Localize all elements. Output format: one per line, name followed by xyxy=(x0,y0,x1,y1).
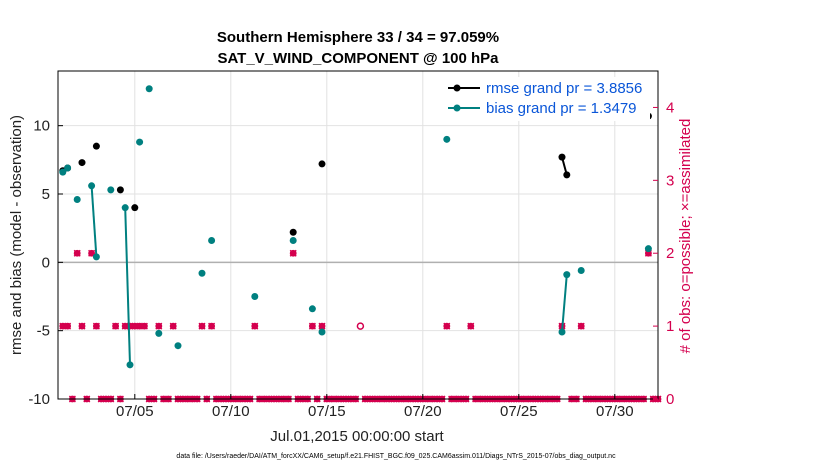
obs-assimilated-marker xyxy=(155,322,163,330)
bias-point xyxy=(289,236,297,244)
obs-assimilated-marker xyxy=(92,322,100,330)
bias-point xyxy=(126,361,134,369)
y-right-tick-label: 2 xyxy=(666,245,674,262)
obs-assimilated-marker xyxy=(208,322,216,330)
x-tick-label: 07/05 xyxy=(116,403,154,420)
legend-box xyxy=(442,77,650,121)
obs-assimilated-marker xyxy=(577,322,585,330)
x-tick-label: 07/20 xyxy=(404,403,442,420)
y-axis-right-label: # of obs: o=possible; ×=assimilated xyxy=(677,119,694,354)
bias-point xyxy=(64,164,72,172)
legend-bias-marker xyxy=(453,104,461,112)
data-series xyxy=(59,78,652,369)
obs-assimilated-marker xyxy=(140,322,148,330)
bias-point xyxy=(136,138,144,146)
legend-rmse-marker xyxy=(453,84,461,92)
rmse-point xyxy=(92,142,100,150)
obs-assimilated-marker xyxy=(308,322,316,330)
rmse-point xyxy=(563,171,571,179)
obs-assimilated-marker xyxy=(169,322,177,330)
bias-segment xyxy=(561,274,568,333)
bias-segment xyxy=(90,185,98,257)
plot-frame xyxy=(57,70,659,400)
bias-point xyxy=(251,293,259,300)
rmse-point xyxy=(131,204,139,212)
bias-point xyxy=(73,195,81,203)
rmse-point xyxy=(289,228,297,236)
bias-point xyxy=(443,135,451,143)
obs-assimilated-marker xyxy=(467,322,475,330)
obs-assimilated-marker xyxy=(289,249,297,257)
rmse-point xyxy=(116,186,124,194)
obs-assimilated-marker xyxy=(73,249,81,257)
bias-point xyxy=(577,267,585,275)
obs-assimilated-marker xyxy=(198,322,206,330)
bias-point xyxy=(318,328,326,336)
obs-assimilated-marker xyxy=(443,322,451,330)
y-tick-label: 5 xyxy=(42,186,50,203)
obs-assimilated-marker xyxy=(318,322,326,330)
bias-point xyxy=(308,305,316,313)
chart-subtitle: SAT_V_WIND_COMPONENT @ 100 hPa xyxy=(217,50,499,67)
chart-title: Southern Hemisphere 33 / 34 = 97.059% xyxy=(217,29,499,46)
y-tick-label: 10 xyxy=(33,118,50,135)
bias-point xyxy=(563,271,571,279)
bias-segment xyxy=(124,207,131,365)
bias-point xyxy=(208,236,216,244)
y-right-tick-label: 3 xyxy=(666,172,674,189)
legend-bias-label: bias grand pr = 1.3479 xyxy=(486,100,637,117)
bias-point xyxy=(145,85,153,93)
legend: rmse grand pr = 3.8856 bias grand pr = 1… xyxy=(442,77,650,121)
obs-assimilated-marker xyxy=(64,322,72,330)
x-tick-label: 07/15 xyxy=(308,403,346,420)
obs-assimilated-marker xyxy=(112,322,120,330)
x-axis-ticks: 07/05 07/10 07/15 07/20 07/25 07/30 xyxy=(116,394,634,420)
bias-point xyxy=(88,182,96,190)
x-axis-label: Jul.01,2015 00:00:00 start xyxy=(270,428,444,445)
bias-point xyxy=(59,168,67,176)
x-tick-label: 07/10 xyxy=(212,403,250,420)
y-axis-left-ticks: -10 -5 0 5 10 xyxy=(28,118,63,408)
obs-count-series xyxy=(59,103,662,403)
bias-point xyxy=(155,329,163,337)
y-right-tick-label: 0 xyxy=(666,391,674,408)
x-tick-label: 07/30 xyxy=(596,403,634,420)
y-tick-label: 0 xyxy=(42,254,50,271)
legend-rmse-label: rmse grand pr = 3.8856 xyxy=(486,80,642,97)
obs-assimilated-marker xyxy=(251,322,259,330)
bias-point xyxy=(198,269,206,277)
y-right-tick-label: 1 xyxy=(666,318,674,335)
bias-point xyxy=(121,204,129,212)
bias-point xyxy=(174,342,182,350)
x-tick-label: 07/25 xyxy=(500,403,538,420)
rmse-point xyxy=(558,153,566,161)
y-tick-label: -10 xyxy=(28,391,50,408)
y-tick-label: -5 xyxy=(37,323,50,340)
y-axis-right-ticks: 0 1 2 3 4 xyxy=(653,99,674,408)
obs-assimilated-marker xyxy=(78,322,86,330)
bias-point xyxy=(92,253,100,261)
data-file-footer: data file: /Users/raeder/DAI/ATM_forcXX/… xyxy=(176,453,616,460)
y-axis-label: rmse and bias (model - observation) xyxy=(8,115,25,355)
bias-point xyxy=(644,245,652,253)
rmse-point xyxy=(78,159,86,167)
rmse-point xyxy=(318,160,326,168)
obs-possible-marker xyxy=(356,322,365,330)
y-right-tick-label: 4 xyxy=(666,99,674,116)
bias-point xyxy=(558,328,566,336)
bias-point xyxy=(107,186,115,194)
